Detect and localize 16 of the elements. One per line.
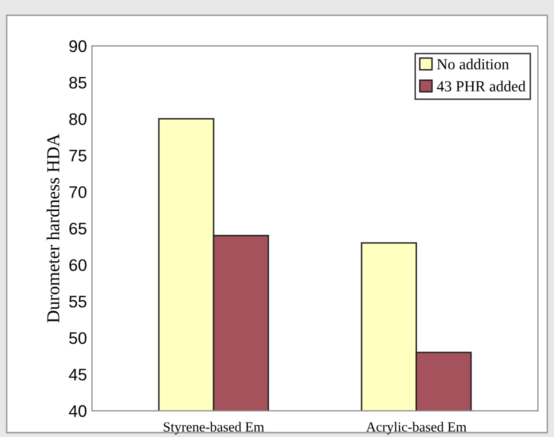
y-tick-label: 60 xyxy=(69,259,86,272)
y-tick-label: 40 xyxy=(68,405,86,417)
x-tick-label: Acrylic-based Em xyxy=(366,422,466,435)
y-tick-label: 90 xyxy=(69,40,86,52)
legend-label: No addition xyxy=(437,58,509,70)
legend-label: 43 PHR added xyxy=(436,80,526,92)
y-tick-label: 70 xyxy=(69,186,86,198)
x-tick-label: Styrene-based Em xyxy=(164,422,264,435)
y-axis-title: Durometer hardness HDA xyxy=(46,134,60,323)
y-tick-label: 80 xyxy=(69,113,86,126)
y-tick-label: 50 xyxy=(69,332,86,344)
y-tick-label: 75 xyxy=(69,150,86,162)
y-tick-label: 85 xyxy=(69,76,86,89)
y-tick-label: 45 xyxy=(68,368,86,380)
y-tick-label: 65 xyxy=(69,222,86,235)
y-tick-label: 55 xyxy=(69,296,86,308)
